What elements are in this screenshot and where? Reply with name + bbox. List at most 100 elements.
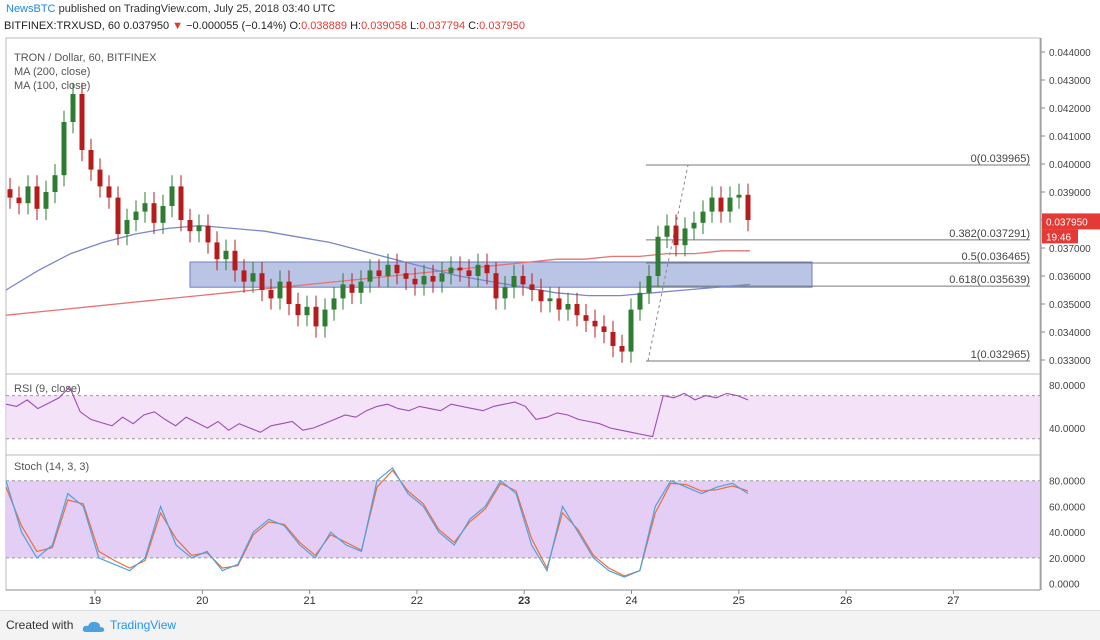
- candle-body: [268, 290, 274, 299]
- candle-body: [169, 186, 175, 206]
- candle-body: [151, 203, 157, 223]
- down-arrow-icon: ▼: [172, 20, 184, 32]
- candle-body: [736, 194, 742, 198]
- candle-body: [529, 284, 535, 290]
- price-change: −0.000055 (−0.14%): [186, 20, 287, 32]
- price-tick-label: 0.042000: [1049, 104, 1091, 115]
- candle-body: [259, 273, 265, 290]
- brand-name[interactable]: NewsBTC: [6, 3, 56, 15]
- candle-body: [628, 309, 634, 352]
- price-tick-label: 0.040000: [1049, 160, 1091, 171]
- candle-body: [655, 236, 661, 276]
- stoch-tick-label: 40.0000: [1049, 528, 1086, 539]
- stoch-k-line: [5, 466, 749, 578]
- time-tick-label: 21: [303, 595, 315, 607]
- candle-body: [331, 298, 337, 310]
- candle-body: [592, 320, 598, 327]
- candle-body: [286, 281, 292, 304]
- candle-body: [322, 309, 328, 327]
- candle-body: [466, 270, 472, 276]
- legend-ma200[interactable]: MA (200, close): [14, 66, 91, 78]
- fib-level-label: 0.382(0.037291): [949, 228, 1030, 240]
- last-price-tag: [1042, 213, 1100, 230]
- rsi-label[interactable]: RSI (9, close): [14, 383, 81, 395]
- price-tick-label: 0.039000: [1049, 188, 1091, 199]
- candle-body: [52, 175, 58, 192]
- candle-body: [439, 273, 445, 282]
- rsi-tick-label: 40.0000: [1049, 424, 1086, 435]
- fib-level-label: 1(0.032965): [971, 349, 1030, 361]
- candle-body: [412, 278, 418, 285]
- price-tick-label: 0.037000: [1049, 244, 1091, 255]
- last-price: 0.037950: [123, 20, 170, 32]
- stoch-d-line: [5, 469, 749, 577]
- high-value: 0.039058: [361, 20, 407, 32]
- footer-tradingview[interactable]: TradingView: [110, 618, 177, 632]
- open-value: 0.038889: [301, 20, 347, 32]
- candle-body: [349, 284, 355, 293]
- candle-body: [556, 298, 562, 310]
- candle-body: [313, 306, 319, 327]
- candle-body: [574, 304, 580, 316]
- candle-body: [277, 281, 283, 299]
- rsi-band: [6, 395, 1040, 439]
- candle-body: [601, 326, 607, 332]
- candle-body: [88, 150, 94, 170]
- price-tick-label: 0.034000: [1049, 328, 1091, 339]
- candle-body: [502, 287, 508, 299]
- price-tick-label: 0.035000: [1049, 300, 1091, 311]
- fib-level-label: 0(0.039965): [971, 153, 1030, 165]
- ma200-line: [5, 250, 750, 316]
- candle-body: [511, 276, 517, 288]
- candle-body: [340, 284, 346, 299]
- candle-body: [70, 94, 76, 122]
- stoch-tick-label: 20.0000: [1049, 554, 1086, 565]
- price-tick-label: 0.033000: [1049, 356, 1091, 367]
- time-tick-label: 20: [196, 595, 208, 607]
- time-tick-label: 19: [89, 595, 101, 607]
- fib-level-label: 0.618(0.035639): [949, 274, 1030, 286]
- last-price-tag-value: 0.037950: [1046, 217, 1088, 228]
- candle-body: [187, 220, 193, 232]
- chart-svg[interactable]: 0.044000 0.043000 0.042000 0.041000 0.040000…: [0, 0, 1100, 610]
- candle-body: [475, 264, 481, 276]
- candle-body: [232, 250, 238, 271]
- legend-ma100[interactable]: MA (100, close): [14, 80, 91, 92]
- close-value: 0.037950: [479, 20, 526, 32]
- candle-body: [448, 267, 454, 274]
- candle-body: [79, 94, 85, 150]
- candle-body: [304, 306, 310, 316]
- time-tick-label: 22: [411, 595, 423, 607]
- candle-body: [745, 194, 751, 220]
- candle-body: [205, 225, 211, 243]
- close-label: C:: [468, 20, 480, 32]
- candle-body: [43, 192, 49, 209]
- candle-body: [106, 186, 112, 198]
- candle-body: [673, 225, 679, 246]
- candle-body: [241, 270, 247, 282]
- candle-body: [196, 225, 202, 232]
- low-label: L:: [410, 20, 420, 32]
- candle-body: [115, 197, 121, 234]
- price-tick-label: 0.044000: [1049, 48, 1091, 59]
- candle-body: [367, 270, 373, 282]
- candle-body: [34, 186, 40, 209]
- time-tick-label: 24: [625, 595, 637, 607]
- candle-body: [295, 304, 301, 316]
- candle-body: [97, 169, 103, 187]
- legend-title: TRON / Dollar, 60, BITFINEX: [14, 52, 157, 64]
- stoch-tick-label: 60.0000: [1049, 502, 1086, 513]
- rsi-tick-label: 80.0000: [1049, 381, 1086, 392]
- candle-body: [250, 273, 256, 282]
- open-label: O:: [289, 20, 302, 32]
- candle-body: [394, 264, 400, 274]
- countdown-tag: [1042, 229, 1078, 244]
- candle-body: [142, 203, 148, 212]
- time-tick-label: 23: [518, 595, 530, 607]
- low-value: 0.037794: [419, 20, 466, 32]
- candle-body: [376, 270, 382, 276]
- candle-body: [421, 276, 427, 285]
- candle-body: [646, 276, 652, 293]
- stoch-label[interactable]: Stoch (14, 3, 3): [14, 461, 90, 473]
